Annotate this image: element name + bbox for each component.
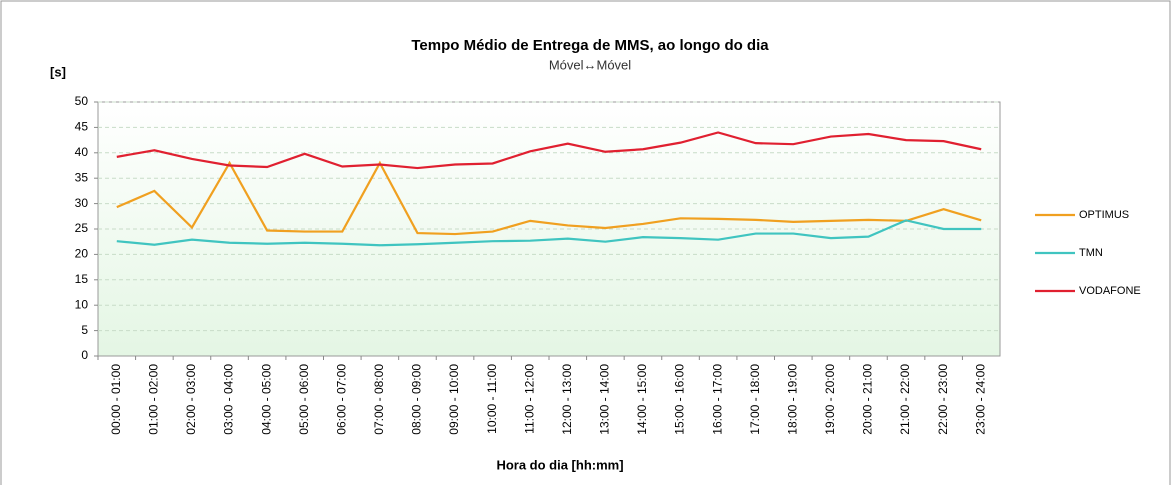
y-tick-label: 40 (75, 145, 89, 159)
x-tick-label: 23:00 - 24:00 (973, 364, 987, 435)
x-tick-label: 19:00 - 20:00 (823, 364, 837, 435)
x-axis-label: Hora do dia [hh:mm] (496, 457, 623, 472)
y-tick-label: 5 (81, 323, 88, 337)
x-tick-label: 18:00 - 19:00 (785, 364, 799, 435)
y-tick-label: 30 (75, 196, 89, 210)
y-tick-label: 20 (75, 247, 89, 261)
x-tick-label: 15:00 - 16:00 (673, 364, 687, 435)
x-tick-label: 17:00 - 18:00 (748, 364, 762, 435)
chart-title: Tempo Médio de Entrega de MMS, ao longo … (411, 37, 769, 54)
x-tick-label: 02:00 - 03:00 (184, 364, 198, 435)
legend-label: OPTIMUS (1079, 209, 1129, 221)
y-tick-label: 35 (75, 170, 89, 184)
x-tick-label: 11:00 - 12:00 (522, 364, 536, 434)
x-tick-label: 14:00 - 15:00 (635, 364, 649, 435)
x-tick-label: 16:00 - 17:00 (710, 364, 724, 435)
x-tick-label: 22:00 - 23:00 (936, 364, 950, 435)
x-tick-label: 01:00 - 02:00 (147, 364, 161, 435)
y-tick-label: 10 (75, 297, 89, 311)
y-tick-label: 25 (75, 221, 89, 235)
y-tick-label: 50 (75, 94, 89, 108)
series-line (116, 219, 982, 247)
x-tick-label: 05:00 - 06:00 (297, 364, 311, 435)
x-tick-label: 12:00 - 13:00 (560, 364, 574, 435)
series-line (116, 131, 982, 170)
x-tick-label: 04:00 - 05:00 (259, 364, 273, 435)
y-tick-label: 15 (75, 272, 89, 286)
y-tick-label: 45 (75, 120, 89, 134)
x-tick-label: 06:00 - 07:00 (334, 364, 348, 435)
x-tick-label: 20:00 - 21:00 (861, 364, 875, 435)
y-tick-label: 0 (81, 348, 88, 362)
x-tick-label: 09:00 - 10:00 (447, 364, 461, 435)
x-tick-label: 07:00 - 08:00 (372, 364, 386, 435)
legend-label: TMN (1079, 247, 1103, 259)
x-tick-label: 21:00 - 22:00 (898, 364, 912, 435)
x-tick-label: 00:00 - 01:00 (109, 364, 123, 435)
series-line (116, 160, 982, 236)
y-axis-label: [s] (50, 64, 66, 79)
chart-subtitle: Móvel↔Móvel (549, 57, 631, 72)
x-tick-label: 13:00 - 14:00 (598, 364, 612, 435)
x-tick-label: 03:00 - 04:00 (222, 364, 236, 435)
legend-label: VODAFONE (1079, 285, 1141, 297)
x-tick-label: 08:00 - 09:00 (410, 364, 424, 435)
x-tick-label: 10:00 - 11:00 (485, 364, 499, 434)
